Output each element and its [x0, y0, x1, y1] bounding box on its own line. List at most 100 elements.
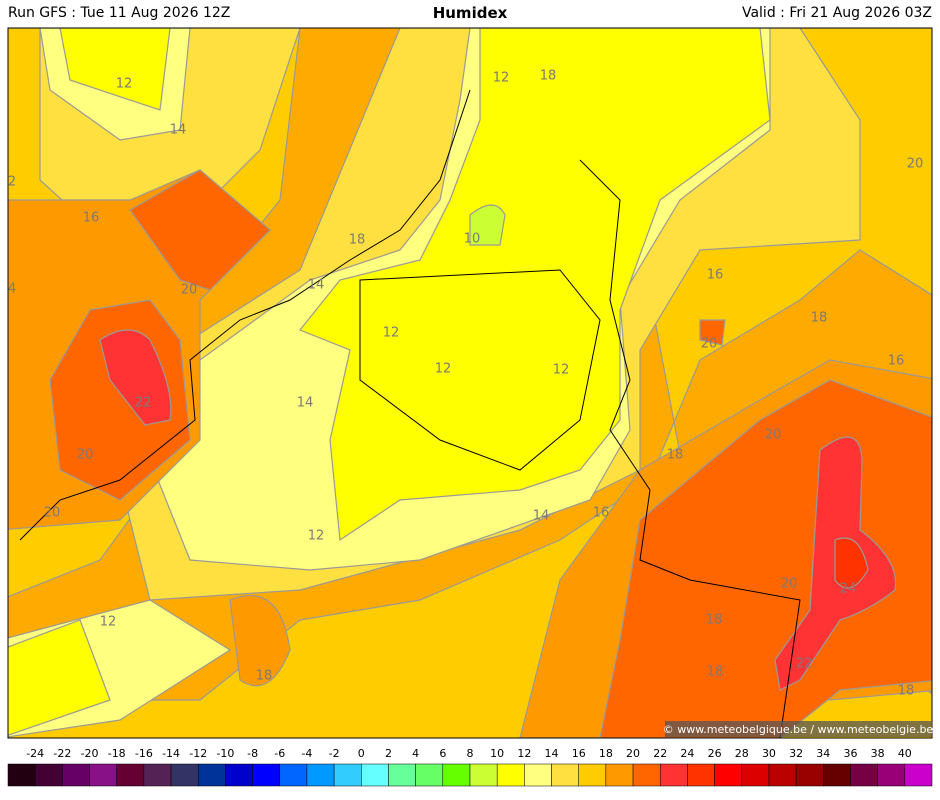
legend-swatch [469, 763, 498, 787]
field-8 [469, 204, 506, 246]
legend-tick-label: 12 [517, 747, 531, 760]
legend-tick-label: -20 [81, 747, 99, 760]
legend-swatch [89, 763, 117, 787]
field-20 [49, 169, 932, 738]
legend-swatch [62, 763, 90, 787]
legend-tick-label: 0 [358, 747, 365, 760]
legend-swatch [605, 763, 634, 787]
contour-label: 22 [135, 396, 152, 411]
legend-tick-label: 8 [467, 747, 474, 760]
field-24 [834, 537, 869, 589]
legend-tick-label: 34 [816, 747, 830, 760]
contour-label: 14 [308, 278, 325, 293]
legend-tick-label: 28 [735, 747, 749, 760]
legend-swatch [714, 763, 743, 787]
legend-tick-label: 4 [412, 747, 419, 760]
contour-label: 12 [383, 326, 400, 341]
legend-swatch [7, 763, 36, 787]
legend-tick-label: -12 [189, 747, 207, 760]
legend-tick-label: 24 [680, 747, 694, 760]
legend-tick-label: -24 [26, 747, 44, 760]
legend-swatch [306, 763, 335, 787]
valid-info: Valid : Fri 21 Aug 2026 03Z [742, 5, 932, 21]
map-title: Humidex [433, 4, 508, 22]
legend-tick-label: 16 [572, 747, 586, 760]
legend-swatch [170, 763, 199, 787]
contour-label: 14 [170, 123, 187, 138]
contour-label: 16 [83, 211, 100, 226]
legend-tick-label: 26 [708, 747, 722, 760]
legend-swatch [659, 763, 688, 787]
legend-swatch [551, 763, 579, 787]
legend-swatch [116, 763, 145, 787]
contour-label: 20 [77, 448, 94, 463]
legend-swatch [333, 763, 362, 787]
legend-swatch [442, 763, 471, 787]
legend-swatch [225, 763, 253, 787]
legend-swatch [741, 763, 770, 787]
legend-tick-label: 38 [871, 747, 885, 760]
legend-swatch [415, 763, 444, 787]
legend-swatch [143, 763, 172, 787]
contour-label: 18 [811, 311, 828, 326]
legend-tick-label: -8 [247, 747, 258, 760]
contour-label: 12 [493, 71, 510, 86]
contour-label: 20 [181, 283, 198, 298]
contour-label: 16 [888, 354, 905, 369]
legend-swatch [904, 763, 933, 787]
legend-swatch [687, 763, 715, 787]
legend-tick-label: 20 [626, 747, 640, 760]
legend-swatch [524, 763, 552, 787]
contour-label: 10 [464, 232, 481, 247]
contour-label: 22 [796, 657, 813, 672]
contour-label: 12 [116, 77, 133, 92]
legend-tick-label: 10 [490, 747, 504, 760]
map-frame [7, 27, 933, 739]
legend-tick-label: 18 [599, 747, 613, 760]
legend-tick-label: -6 [274, 747, 285, 760]
legend-swatch [578, 763, 607, 787]
contour-label: 20 [701, 337, 718, 352]
contour-label: 20 [781, 577, 798, 592]
legend-tick-label: 36 [843, 747, 857, 760]
contour-label: 18 [667, 448, 684, 463]
contour-label: 4 [8, 282, 16, 297]
legend-swatch [252, 763, 281, 787]
field-22 [99, 329, 897, 691]
legend-swatch [388, 763, 416, 787]
contour-label: 14 [533, 509, 550, 524]
legend-tick-label: 30 [762, 747, 776, 760]
legend-swatch [795, 763, 824, 787]
copyright: © www.meteobelgique.be / www.meteobelgie… [663, 723, 934, 736]
legend-tick-label: -22 [53, 747, 71, 760]
legend-swatch [361, 763, 389, 787]
legend-tick-label: -18 [108, 747, 126, 760]
legend-tick-label: -2 [329, 747, 340, 760]
contour-label: 18 [707, 665, 724, 680]
contour-label: 18 [540, 69, 557, 84]
legend-swatch [279, 763, 308, 787]
run-info: Run GFS : Tue 11 Aug 2026 12Z [8, 5, 230, 21]
legend-tick-label: -16 [135, 747, 153, 760]
legend-tick-label: 6 [439, 747, 446, 760]
legend-tick-label: -14 [162, 747, 180, 760]
legend-swatch [850, 763, 878, 787]
field-10 [8, 28, 771, 736]
contour-label: 14 [297, 396, 314, 411]
contour-label: 16 [593, 506, 610, 521]
contour-label: 18 [898, 684, 915, 699]
map-fields [8, 28, 932, 738]
legend-tick-label: -10 [216, 747, 234, 760]
contour-label: 20 [907, 157, 924, 172]
contour-label: 24 [840, 582, 857, 597]
contour-label: 2 [8, 175, 16, 190]
contour-label: 18 [349, 233, 366, 248]
legend-tick-label: 14 [545, 747, 559, 760]
legend-swatch [823, 763, 851, 787]
borders [19, 89, 801, 738]
legend-swatch [768, 763, 797, 787]
contour-label: 16 [707, 268, 724, 283]
legend-tick-label: 2 [385, 747, 392, 760]
contour-label: 12 [435, 362, 452, 377]
